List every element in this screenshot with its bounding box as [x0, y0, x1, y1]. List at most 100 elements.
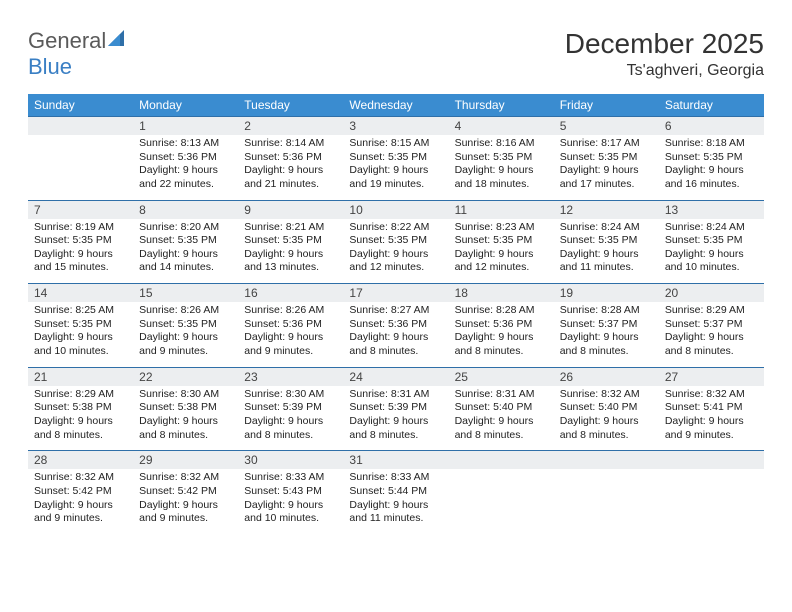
sunrise-line: Sunrise: 8:23 AM — [455, 221, 548, 235]
daylight-line: Daylight: 9 hours and 8 minutes. — [560, 331, 653, 358]
day-detail-cell: Sunrise: 8:28 AMSunset: 5:36 PMDaylight:… — [449, 302, 554, 367]
sunset-line: Sunset: 5:37 PM — [665, 318, 758, 332]
sunrise-line: Sunrise: 8:19 AM — [34, 221, 127, 235]
day-number-cell: 15 — [133, 284, 238, 303]
logo-sail-icon — [108, 28, 130, 54]
day-number-cell — [28, 117, 133, 136]
dow-tuesday: Tuesday — [238, 94, 343, 117]
location: Ts'aghveri, Georgia — [565, 62, 764, 80]
sunset-line: Sunset: 5:36 PM — [455, 318, 548, 332]
day-detail-cell: Sunrise: 8:15 AMSunset: 5:35 PMDaylight:… — [343, 135, 448, 200]
dow-sunday: Sunday — [28, 94, 133, 117]
day-number-cell: 6 — [659, 117, 764, 136]
day-number-cell: 13 — [659, 200, 764, 219]
day-detail-cell: Sunrise: 8:33 AMSunset: 5:43 PMDaylight:… — [238, 469, 343, 534]
sunrise-line: Sunrise: 8:13 AM — [139, 137, 232, 151]
daynum-row: 123456 — [28, 117, 764, 136]
daylight-line: Daylight: 9 hours and 9 minutes. — [244, 331, 337, 358]
sunset-line: Sunset: 5:35 PM — [349, 151, 442, 165]
daylight-line: Daylight: 9 hours and 10 minutes. — [244, 499, 337, 526]
logo-part1: General — [28, 28, 106, 53]
sunrise-line: Sunrise: 8:33 AM — [349, 471, 442, 485]
day-number-cell: 29 — [133, 451, 238, 470]
daylight-line: Daylight: 9 hours and 8 minutes. — [665, 331, 758, 358]
day-number-cell: 23 — [238, 367, 343, 386]
day-detail-cell: Sunrise: 8:32 AMSunset: 5:41 PMDaylight:… — [659, 386, 764, 451]
day-detail-cell: Sunrise: 8:14 AMSunset: 5:36 PMDaylight:… — [238, 135, 343, 200]
daylight-line: Daylight: 9 hours and 8 minutes. — [244, 415, 337, 442]
sunrise-line: Sunrise: 8:20 AM — [139, 221, 232, 235]
day-detail-cell: Sunrise: 8:21 AMSunset: 5:35 PMDaylight:… — [238, 219, 343, 284]
daynum-row: 14151617181920 — [28, 284, 764, 303]
sunrise-line: Sunrise: 8:32 AM — [665, 388, 758, 402]
daynum-row: 21222324252627 — [28, 367, 764, 386]
sunset-line: Sunset: 5:38 PM — [139, 401, 232, 415]
day-number-cell: 24 — [343, 367, 448, 386]
logo: GeneralBlue — [28, 28, 130, 80]
daylight-line: Daylight: 9 hours and 11 minutes. — [349, 499, 442, 526]
day-number-cell: 12 — [554, 200, 659, 219]
daylight-line: Daylight: 9 hours and 12 minutes. — [455, 248, 548, 275]
day-number-cell: 1 — [133, 117, 238, 136]
day-detail-cell: Sunrise: 8:13 AMSunset: 5:36 PMDaylight:… — [133, 135, 238, 200]
sunset-line: Sunset: 5:36 PM — [244, 318, 337, 332]
sunset-line: Sunset: 5:35 PM — [139, 234, 232, 248]
day-detail-cell: Sunrise: 8:27 AMSunset: 5:36 PMDaylight:… — [343, 302, 448, 367]
sunset-line: Sunset: 5:35 PM — [455, 151, 548, 165]
day-detail-cell: Sunrise: 8:31 AMSunset: 5:40 PMDaylight:… — [449, 386, 554, 451]
day-detail-cell: Sunrise: 8:30 AMSunset: 5:39 PMDaylight:… — [238, 386, 343, 451]
month-title: December 2025 — [565, 28, 764, 60]
dow-thursday: Thursday — [449, 94, 554, 117]
daylight-line: Daylight: 9 hours and 8 minutes. — [34, 415, 127, 442]
day-detail-cell: Sunrise: 8:22 AMSunset: 5:35 PMDaylight:… — [343, 219, 448, 284]
day-detail-cell: Sunrise: 8:33 AMSunset: 5:44 PMDaylight:… — [343, 469, 448, 534]
day-number-cell: 20 — [659, 284, 764, 303]
logo-text: GeneralBlue — [28, 28, 130, 80]
day-number-cell — [449, 451, 554, 470]
day-number-cell: 27 — [659, 367, 764, 386]
dow-saturday: Saturday — [659, 94, 764, 117]
daylight-line: Daylight: 9 hours and 21 minutes. — [244, 164, 337, 191]
sunset-line: Sunset: 5:41 PM — [665, 401, 758, 415]
sunrise-line: Sunrise: 8:28 AM — [455, 304, 548, 318]
daylight-line: Daylight: 9 hours and 14 minutes. — [139, 248, 232, 275]
day-number-cell: 22 — [133, 367, 238, 386]
sunrise-line: Sunrise: 8:14 AM — [244, 137, 337, 151]
sunrise-line: Sunrise: 8:15 AM — [349, 137, 442, 151]
sunset-line: Sunset: 5:35 PM — [455, 234, 548, 248]
day-number-cell: 26 — [554, 367, 659, 386]
sunrise-line: Sunrise: 8:29 AM — [34, 388, 127, 402]
day-detail-cell: Sunrise: 8:24 AMSunset: 5:35 PMDaylight:… — [554, 219, 659, 284]
day-detail-cell: Sunrise: 8:28 AMSunset: 5:37 PMDaylight:… — [554, 302, 659, 367]
sunset-line: Sunset: 5:35 PM — [34, 318, 127, 332]
sunrise-line: Sunrise: 8:32 AM — [560, 388, 653, 402]
day-number-cell: 28 — [28, 451, 133, 470]
day-detail-cell: Sunrise: 8:32 AMSunset: 5:40 PMDaylight:… — [554, 386, 659, 451]
day-number-cell: 4 — [449, 117, 554, 136]
sunset-line: Sunset: 5:42 PM — [139, 485, 232, 499]
daylight-line: Daylight: 9 hours and 9 minutes. — [139, 499, 232, 526]
day-detail-cell — [659, 469, 764, 534]
sunrise-line: Sunrise: 8:29 AM — [665, 304, 758, 318]
dow-row: Sunday Monday Tuesday Wednesday Thursday… — [28, 94, 764, 117]
sunset-line: Sunset: 5:40 PM — [560, 401, 653, 415]
daynum-row: 78910111213 — [28, 200, 764, 219]
sunset-line: Sunset: 5:35 PM — [244, 234, 337, 248]
day-detail-cell — [449, 469, 554, 534]
day-detail-cell: Sunrise: 8:30 AMSunset: 5:38 PMDaylight:… — [133, 386, 238, 451]
sunrise-line: Sunrise: 8:18 AM — [665, 137, 758, 151]
sunset-line: Sunset: 5:43 PM — [244, 485, 337, 499]
sunrise-line: Sunrise: 8:31 AM — [455, 388, 548, 402]
day-detail-cell: Sunrise: 8:24 AMSunset: 5:35 PMDaylight:… — [659, 219, 764, 284]
sunrise-line: Sunrise: 8:25 AM — [34, 304, 127, 318]
sunset-line: Sunset: 5:35 PM — [665, 234, 758, 248]
day-detail-cell: Sunrise: 8:26 AMSunset: 5:35 PMDaylight:… — [133, 302, 238, 367]
sunrise-line: Sunrise: 8:24 AM — [560, 221, 653, 235]
day-detail-cell: Sunrise: 8:16 AMSunset: 5:35 PMDaylight:… — [449, 135, 554, 200]
sunrise-line: Sunrise: 8:31 AM — [349, 388, 442, 402]
day-number-cell: 8 — [133, 200, 238, 219]
daylight-line: Daylight: 9 hours and 13 minutes. — [244, 248, 337, 275]
sunset-line: Sunset: 5:35 PM — [560, 151, 653, 165]
sunrise-line: Sunrise: 8:33 AM — [244, 471, 337, 485]
day-number-cell: 31 — [343, 451, 448, 470]
